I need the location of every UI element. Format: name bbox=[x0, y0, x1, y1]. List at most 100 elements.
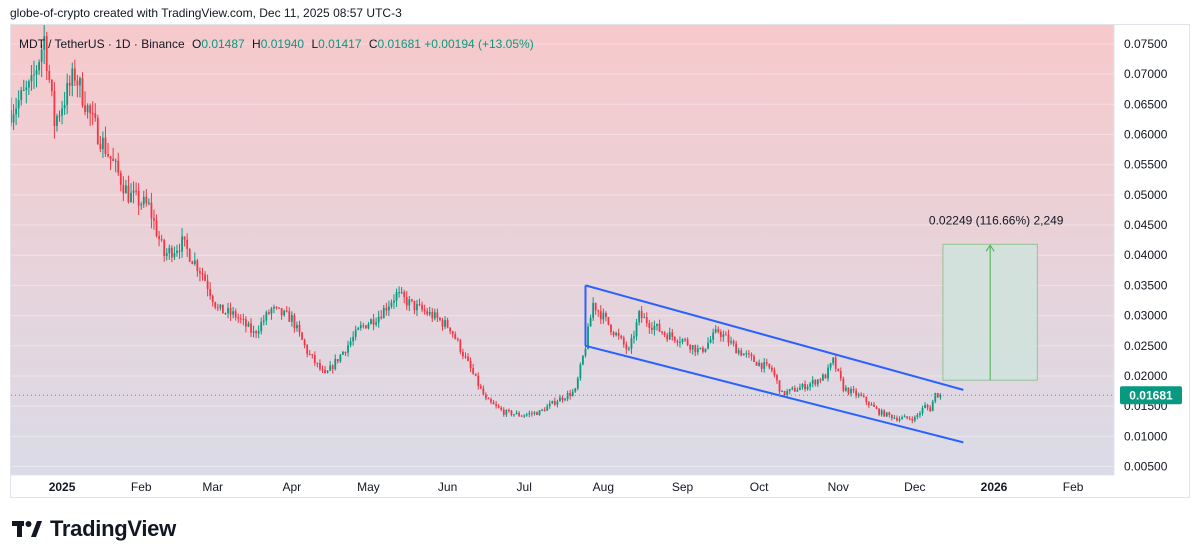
price-scale-background bbox=[1114, 25, 1189, 497]
candle-body bbox=[472, 368, 475, 374]
candle-body bbox=[362, 325, 365, 327]
candle-body bbox=[571, 391, 574, 396]
time-tick-label: Oct bbox=[750, 480, 769, 494]
candle-body bbox=[112, 158, 115, 161]
candle-body bbox=[132, 190, 135, 193]
candle-body bbox=[561, 397, 564, 400]
candle-body bbox=[773, 370, 776, 376]
candle-body bbox=[165, 253, 168, 257]
candle-body bbox=[201, 273, 204, 275]
candle-body bbox=[737, 350, 740, 354]
candle-body bbox=[140, 204, 143, 206]
candle-body bbox=[513, 414, 515, 416]
symbol-legend: MDT / TetherUS · 1D · Binance O0.01487 H… bbox=[19, 37, 534, 51]
candle-body bbox=[188, 249, 191, 262]
price-tick-label: 0.01000 bbox=[1124, 429, 1168, 443]
chart-area[interactable]: 0.07500 0.07000 0.06500 0.06000 0.05500 0.050… bbox=[10, 24, 1190, 498]
channel-upper-line[interactable] bbox=[585, 284, 964, 391]
candle-body bbox=[76, 80, 79, 86]
candle-body bbox=[668, 332, 671, 340]
candle-body bbox=[643, 317, 646, 319]
candle-body bbox=[622, 337, 625, 345]
candle-body bbox=[199, 271, 201, 274]
candle-body bbox=[691, 345, 694, 350]
time-tick-label: Jun bbox=[438, 480, 457, 494]
candle-body bbox=[372, 319, 375, 325]
candlestick-chart[interactable]: 0.07500 0.07000 0.06500 0.06000 0.05500 0.050… bbox=[11, 25, 1190, 498]
candle-body bbox=[875, 406, 878, 409]
candle-body bbox=[824, 374, 827, 379]
channel-lower-line[interactable] bbox=[585, 344, 964, 444]
candle-body bbox=[679, 342, 681, 344]
candle-body bbox=[559, 397, 561, 402]
candle-body bbox=[592, 303, 595, 318]
candle-body bbox=[901, 417, 903, 419]
candle-body bbox=[661, 331, 663, 333]
price-tick-label: 0.04000 bbox=[1124, 248, 1168, 262]
candle-body bbox=[252, 331, 255, 333]
candle-body bbox=[719, 331, 722, 337]
candle-body bbox=[788, 389, 791, 392]
candle-body bbox=[793, 387, 796, 392]
candle-body bbox=[168, 247, 171, 254]
candle-body bbox=[684, 339, 686, 341]
candle-body bbox=[566, 393, 569, 399]
candle-body bbox=[33, 74, 35, 76]
candle-body bbox=[625, 344, 628, 350]
candle-body bbox=[717, 329, 720, 332]
price-tick-label: 0.07000 bbox=[1124, 67, 1168, 81]
candle-body bbox=[462, 351, 464, 357]
candle-body bbox=[262, 320, 265, 322]
candle-body bbox=[219, 304, 222, 308]
candle-body bbox=[671, 332, 674, 337]
candle-body bbox=[730, 341, 732, 343]
candle-body bbox=[520, 415, 523, 417]
candle-body bbox=[109, 156, 112, 159]
low-value: 0.01417 bbox=[318, 37, 362, 51]
candle-body bbox=[638, 311, 640, 323]
candle-body bbox=[239, 318, 242, 320]
candle-body bbox=[352, 336, 355, 342]
candle-body bbox=[63, 104, 66, 109]
candle-body bbox=[681, 339, 684, 343]
candle-body bbox=[852, 389, 855, 391]
candle-body bbox=[500, 407, 503, 410]
candle-body bbox=[347, 345, 349, 353]
price-tick-label: 0.07500 bbox=[1124, 37, 1168, 51]
candle-body bbox=[607, 316, 610, 325]
candle-body bbox=[602, 312, 605, 320]
candle-body bbox=[293, 315, 296, 329]
candle-body bbox=[727, 334, 730, 343]
symbol-title[interactable]: MDT / TetherUS · 1D · Binance bbox=[19, 37, 185, 51]
candle-body bbox=[495, 404, 498, 406]
tradingview-logo[interactable]: TradingView bbox=[12, 516, 176, 542]
price-tick-label: 0.05500 bbox=[1124, 158, 1168, 172]
candle-body bbox=[99, 143, 102, 150]
candle-body bbox=[666, 335, 669, 340]
candle-body bbox=[594, 303, 597, 311]
candle-body bbox=[242, 318, 245, 320]
candle-body bbox=[395, 292, 398, 301]
candle-body bbox=[377, 316, 380, 323]
candle-body bbox=[758, 362, 760, 366]
candle-body bbox=[911, 418, 914, 421]
candle-body bbox=[398, 292, 400, 294]
candle-body bbox=[707, 342, 709, 349]
candle-body bbox=[107, 153, 109, 157]
last-price-tag[interactable] bbox=[1120, 386, 1182, 405]
candle-body bbox=[796, 390, 799, 392]
candle-body bbox=[656, 323, 658, 326]
candle-body bbox=[541, 409, 543, 411]
candle-body bbox=[490, 399, 492, 403]
candle-body bbox=[896, 417, 898, 421]
candle-body bbox=[645, 317, 648, 324]
candle-body bbox=[714, 329, 717, 333]
candle-body bbox=[260, 321, 263, 332]
candle-body bbox=[94, 113, 97, 119]
candle-body bbox=[689, 345, 692, 350]
candle-body bbox=[449, 327, 452, 332]
candle-body bbox=[564, 398, 566, 400]
time-tick-label: 2026 bbox=[981, 480, 1008, 494]
candle-body bbox=[71, 68, 74, 86]
candle-body bbox=[663, 332, 666, 336]
